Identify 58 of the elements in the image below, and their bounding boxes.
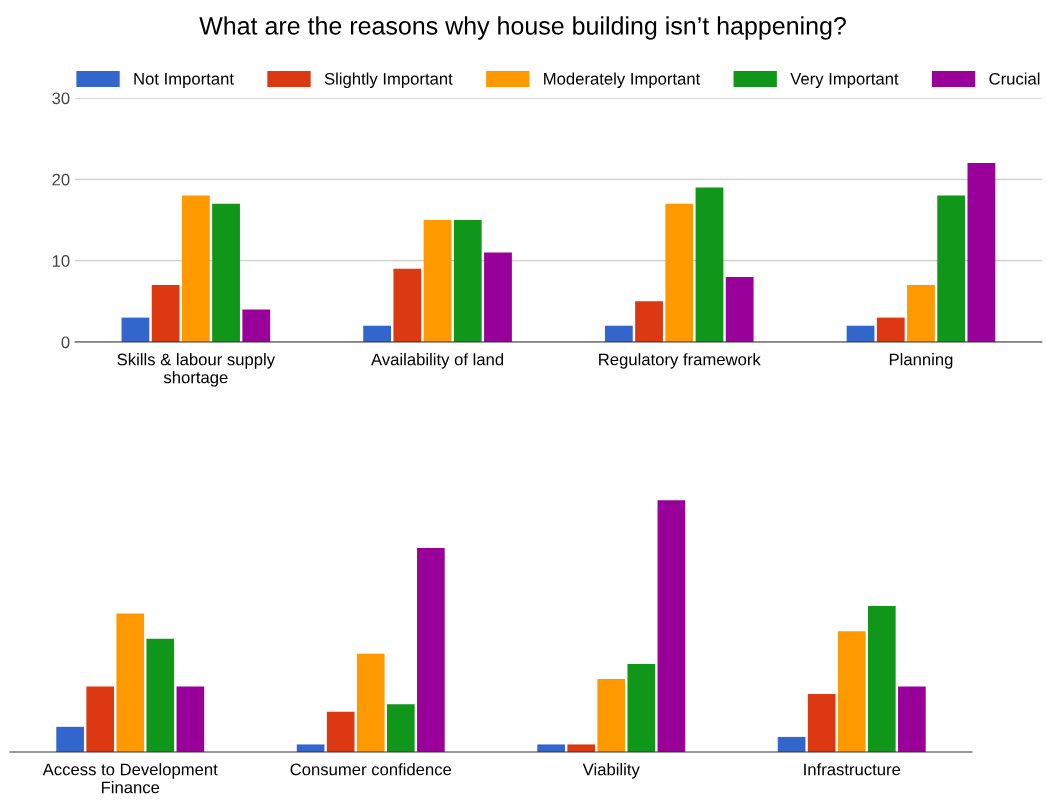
x-tick-label: Skills & labour supply shortage (117, 353, 276, 387)
bar (597, 678, 626, 752)
y-tick-label: 10 (52, 255, 70, 267)
bar (567, 744, 596, 752)
bar (635, 301, 663, 342)
bar (176, 686, 205, 752)
bar (867, 605, 896, 752)
bar (393, 268, 422, 342)
bar (423, 220, 452, 342)
x-tick-label: Availability of land (371, 353, 504, 369)
x-tick-label: Viability (582, 763, 640, 779)
bar (151, 285, 180, 342)
bar (212, 203, 240, 342)
bar (86, 686, 115, 752)
bar (56, 726, 84, 752)
bar (695, 187, 724, 342)
legend-label: Very Important (790, 73, 899, 88)
bar (846, 325, 875, 342)
bar (876, 317, 905, 342)
bar (484, 252, 512, 342)
bar (116, 613, 145, 752)
bar (121, 317, 150, 342)
x-tick-label: Planning (889, 353, 953, 369)
bar (146, 638, 175, 752)
bar (807, 694, 836, 752)
chart-title: What are the reasons why house building isn’t happening? (199, 16, 846, 40)
bar (242, 309, 271, 342)
bar (937, 195, 966, 342)
bar (627, 663, 656, 752)
bar (898, 686, 926, 752)
bar (657, 500, 686, 752)
bar (363, 325, 392, 342)
y-tick-label: 0 (61, 336, 70, 349)
bar (725, 276, 754, 342)
bar (907, 285, 935, 342)
bar (417, 548, 445, 752)
bar (356, 653, 385, 752)
bar (326, 711, 355, 752)
legend-label: Crucial (989, 72, 1040, 85)
bar (296, 744, 325, 752)
x-tick-label: Access to Development Finance (42, 763, 218, 794)
bar (967, 163, 996, 342)
x-tick-label: Consumer confidence (290, 763, 452, 776)
bar (453, 220, 482, 342)
y-tick-label: 30 (52, 92, 70, 105)
legend-label: Slightly Important (324, 72, 453, 88)
bar (537, 744, 565, 752)
x-tick-label: Regulatory framework (599, 353, 761, 369)
bar (386, 704, 415, 752)
legend-label: Moderately Important (544, 72, 701, 88)
y-tick-label: 20 (52, 173, 70, 186)
bar (665, 203, 694, 342)
x-tick-label: Infrastructure (804, 763, 901, 776)
legend-label: Not Important (134, 73, 234, 88)
bar (777, 736, 806, 752)
bar (181, 195, 210, 342)
bar (837, 631, 866, 752)
bar (604, 325, 633, 342)
